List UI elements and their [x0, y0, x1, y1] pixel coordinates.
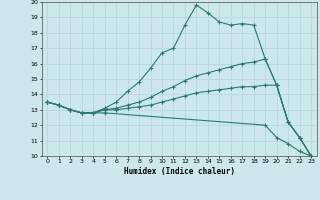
X-axis label: Humidex (Indice chaleur): Humidex (Indice chaleur) — [124, 167, 235, 176]
